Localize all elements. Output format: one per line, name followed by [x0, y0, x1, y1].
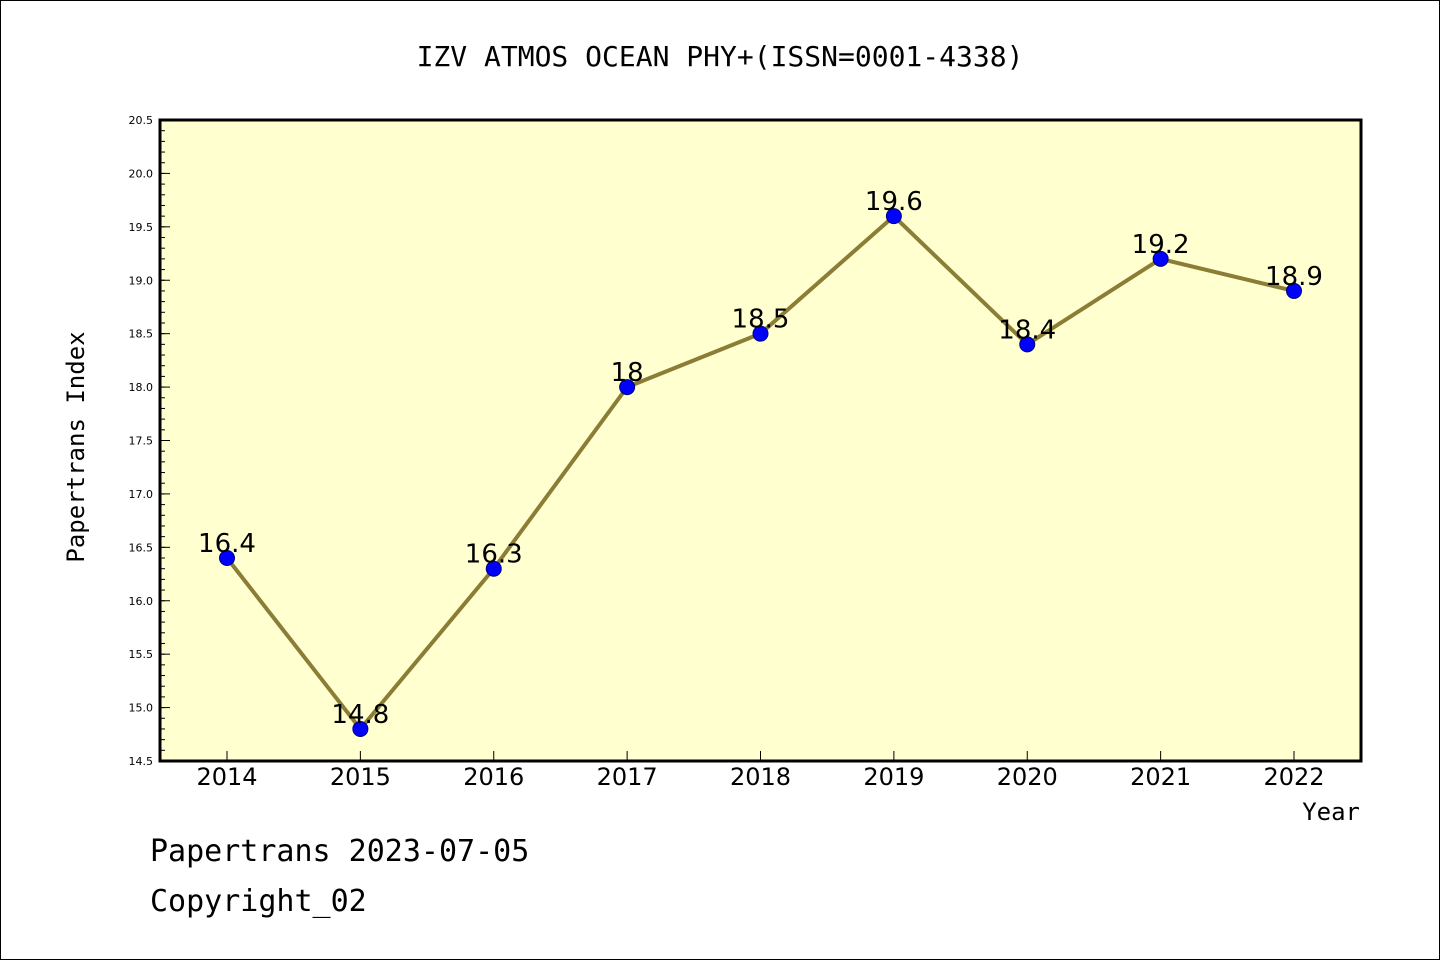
x-tick-label: 2014 — [196, 763, 257, 791]
y-tick-label: 15.0 — [129, 702, 154, 715]
x-tick-label: 2015 — [330, 763, 391, 791]
x-tick-label: 2019 — [863, 763, 924, 791]
data-label: 18.4 — [998, 315, 1056, 345]
data-points — [219, 208, 1302, 737]
x-tick-label: 2022 — [1263, 763, 1324, 791]
data-label: 16.4 — [198, 529, 256, 559]
data-point — [752, 325, 769, 342]
x-tick-label: 2018 — [730, 763, 791, 791]
y-tick-label: 14.5 — [129, 755, 154, 768]
data-point — [1152, 250, 1169, 267]
y-axis-label: Papertrans Index — [62, 331, 90, 562]
y-tick-label: 19.5 — [129, 221, 154, 234]
y-axis: 14.5 15.0 15.5 16.0 16.5 17.0 17.5 18.0 18.5 19.0… — [129, 114, 170, 768]
data-labels: 16.4 14.8 16.3 18 18.5 19.6 18.4 19.2 18.9 — [198, 187, 1323, 730]
data-label: 18.9 — [1265, 262, 1323, 292]
y-tick-label: 20.0 — [129, 167, 154, 180]
y-tick-label: 20.5 — [129, 114, 154, 127]
y-tick-label: 19.0 — [129, 274, 154, 287]
plot-area — [158, 118, 1363, 763]
x-axis-label: Year — [1302, 798, 1360, 826]
data-point — [1286, 282, 1302, 299]
x-tick-label: 2020 — [997, 763, 1058, 791]
y-tick-label: 18.5 — [129, 328, 154, 341]
x-tick-label: 2021 — [1130, 763, 1191, 791]
x-axis: 2014 2015 2016 2017 2018 2019 2020 2021 2022 — [196, 751, 1325, 791]
data-label: 18 — [611, 358, 644, 388]
y-tick-label: 17.0 — [129, 488, 154, 501]
y-tick-label: 18.0 — [129, 381, 154, 394]
data-point — [1019, 336, 1036, 353]
data-label: 19.6 — [865, 187, 923, 217]
y-tick-label: 15.5 — [129, 648, 154, 661]
x-tick-label: 2016 — [463, 763, 524, 791]
data-point — [885, 208, 902, 225]
y-tick-label: 16.5 — [129, 541, 154, 554]
data-label: 14.8 — [331, 700, 389, 730]
data-point — [485, 560, 502, 577]
footer-source: Papertrans 2023-07-05 — [150, 834, 530, 869]
y-tick-label: 16.0 — [129, 595, 154, 608]
chart-title: IZV ATMOS OCEAN PHY+(ISSN=0001-4338) — [417, 40, 1024, 73]
data-label: 18.5 — [732, 305, 790, 335]
data-label: 16.3 — [465, 540, 523, 570]
data-label: 19.2 — [1132, 230, 1190, 260]
footer-copyright: Copyright_02 — [150, 884, 367, 919]
data-point — [219, 550, 235, 567]
data-point — [619, 379, 636, 396]
y-tick-label: 17.5 — [129, 435, 154, 448]
x-tick-label: 2017 — [597, 763, 658, 791]
data-point — [352, 720, 369, 737]
